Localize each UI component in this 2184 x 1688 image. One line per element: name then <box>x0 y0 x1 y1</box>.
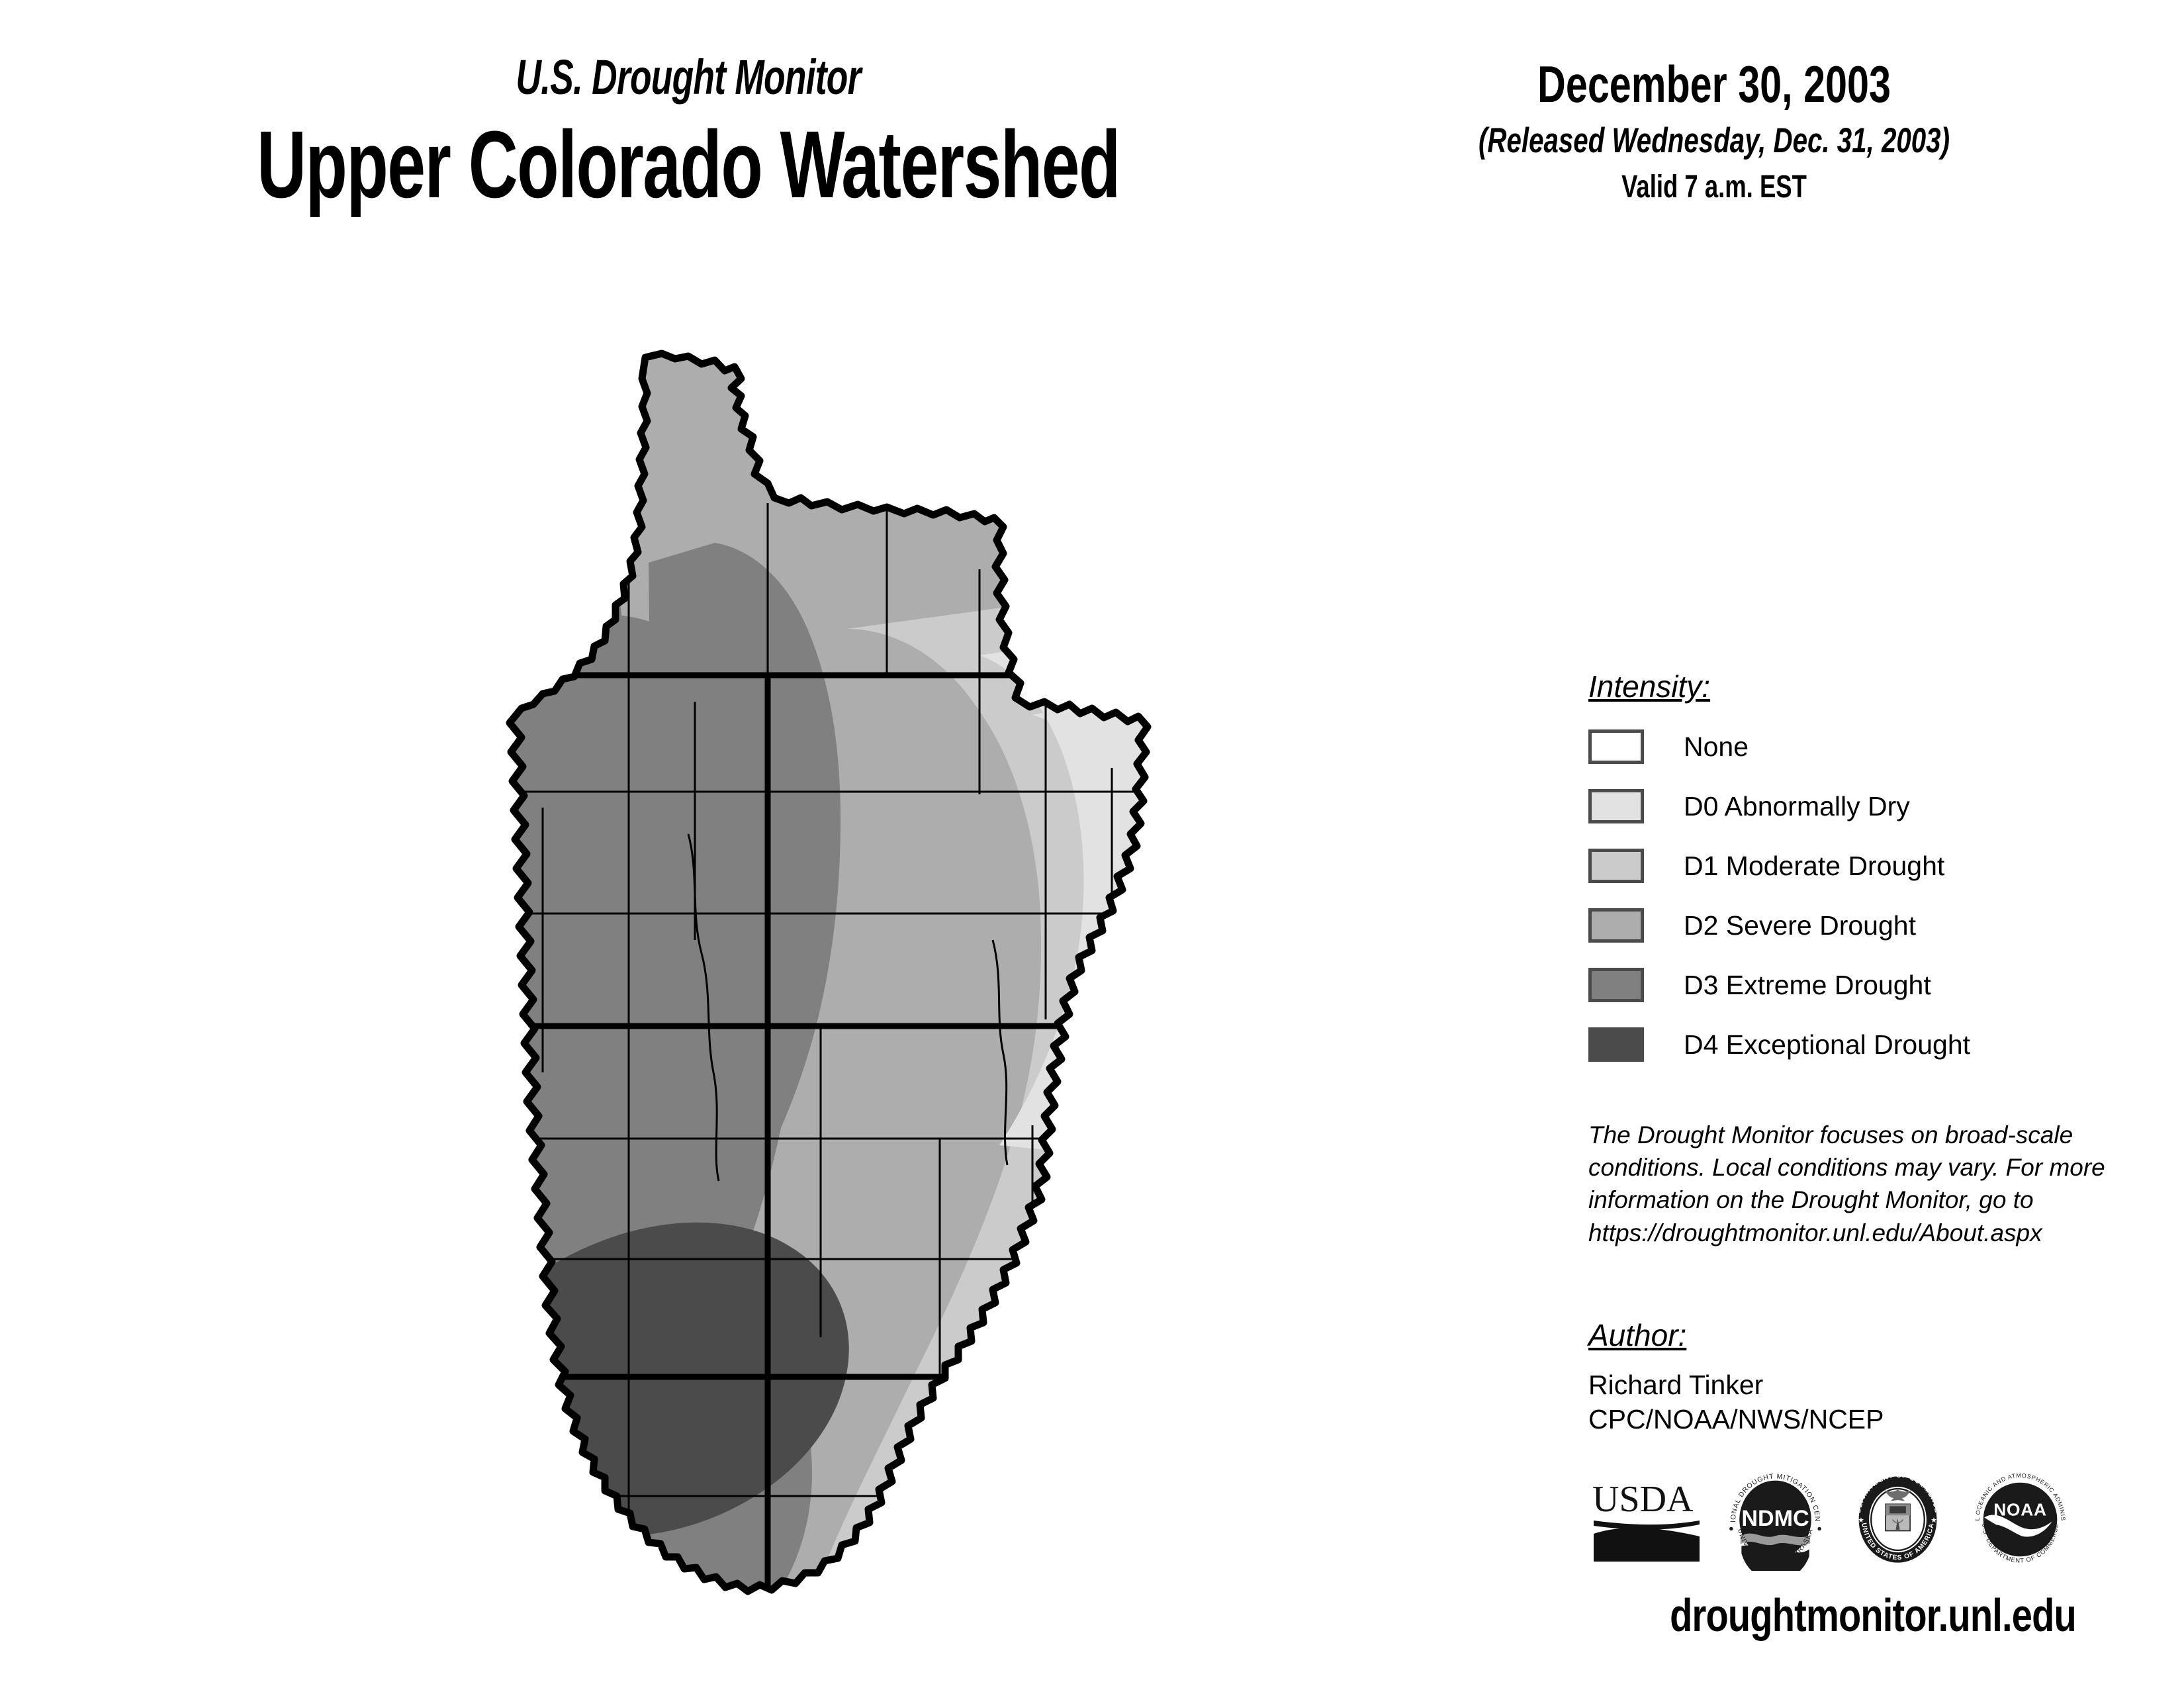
legend-item-d4[interactable]: D4 Exceptional Drought <box>1588 1021 2131 1068</box>
header: U.S. Drought Monitor Upper Colorado Wate… <box>0 0 2184 265</box>
program-title: U.S. Drought Monitor <box>516 50 861 105</box>
release-note: (Released Wednesday, Dec. 31, 2003) <box>1478 121 1950 160</box>
disclaimer-url[interactable]: https://droughtmonitor.unl.edu/About.asp… <box>1588 1219 2042 1246</box>
legend-item-d2[interactable]: D2 Severe Drought <box>1588 902 2131 949</box>
legend-item-d1[interactable]: D1 Moderate Drought <box>1588 842 2131 890</box>
disclaimer-text: The Drought Monitor focuses on broad-sca… <box>1588 1119 2171 1249</box>
watershed-outline <box>506 350 1152 1595</box>
legend-swatch-d3 <box>1588 968 1644 1002</box>
valid-date: December 30, 2003 <box>1537 55 1891 113</box>
svg-text:NDMC: NDMC <box>1741 1505 1809 1530</box>
legend-swatch-d1 <box>1588 849 1644 883</box>
d3-region-vertical-band <box>649 543 841 1182</box>
d3-region-northwest-spur <box>510 530 623 712</box>
drought-map[interactable] <box>344 344 1271 1642</box>
d0-region-east <box>979 622 1148 1165</box>
legend-heading: Intensity: <box>1588 669 1711 704</box>
legend-label-d3: D3 Extreme Drought <box>1684 969 1931 1000</box>
legend-swatch-d4 <box>1588 1027 1644 1062</box>
svg-text:USDA: USDA <box>1592 1479 1694 1520</box>
legend-label-d0: D0 Abnormally Dry <box>1684 790 1910 821</box>
doc-seal-logo: DEPARTMENT OF COMMERCE UNITED STATES OF … <box>1855 1472 1940 1563</box>
legend-item-none[interactable]: None <box>1588 723 2131 771</box>
d4-region-northwest-sliver <box>510 540 543 670</box>
legend-swatch-d0 <box>1588 789 1644 823</box>
drought-polygons <box>510 353 1148 1591</box>
valid-time: Valid 7 a.m. EST <box>1621 169 1807 205</box>
author-block: Author: Richard Tinker CPC/NOAA/NWS/NCEP <box>1588 1317 2131 1437</box>
legend-label-d4: D4 Exceptional Drought <box>1684 1029 1971 1060</box>
map-svg <box>506 350 1152 1595</box>
logo-strip: USDA NDMC NATIONAL DROUGHT MITIGATION CE… <box>1588 1453 2151 1585</box>
disclaimer-line-1: The Drought Monitor focuses on broad-sca… <box>1588 1121 2073 1149</box>
title-group: U.S. Drought Monitor Upper Colorado Wate… <box>66 53 1310 214</box>
svg-text:NOAA: NOAA <box>1993 1499 2047 1519</box>
author-heading: Author: <box>1588 1318 1687 1352</box>
ndmc-logo: NDMC NATIONAL DROUGHT MITIGATION CENTER … <box>1724 1468 1821 1571</box>
svg-text:★: ★ <box>1858 1517 1864 1524</box>
site-url[interactable]: droughtmonitor.unl.edu <box>1670 1589 2077 1641</box>
legend-item-d3[interactable]: D3 Extreme Drought <box>1588 961 2131 1009</box>
legend-swatch-d2 <box>1588 908 1644 943</box>
disclaimer-line-3: information on the Drought Monitor, go t… <box>1588 1186 2034 1214</box>
disclaimer-line-2: conditions. Local conditions may vary. F… <box>1588 1154 2105 1182</box>
legend-swatch-none <box>1588 729 1644 764</box>
page-title: Upper Colorado Watershed <box>257 111 1120 218</box>
legend-label-d1: D1 Moderate Drought <box>1684 850 1945 881</box>
author-name: Richard Tinker <box>1588 1370 1764 1400</box>
legend-item-d0[interactable]: D0 Abnormally Dry <box>1588 782 2131 830</box>
author-affiliation: CPC/NOAA/NWS/NCEP <box>1588 1404 1884 1435</box>
date-group: December 30, 2003 (Released Wednesday, D… <box>1377 58 2052 203</box>
legend-label-none: None <box>1684 731 1749 762</box>
noaa-logo: NOAA NATIONAL OCEANIC AND ATMOSPHERIC AD… <box>1969 1468 2066 1564</box>
legend-label-d2: D2 Severe Drought <box>1684 910 1916 941</box>
legend: Intensity: None D0 Abnormally Dry D1 Mod… <box>1588 669 2131 1080</box>
usda-logo: USDA <box>1592 1479 1700 1562</box>
svg-text:★: ★ <box>1931 1517 1937 1524</box>
